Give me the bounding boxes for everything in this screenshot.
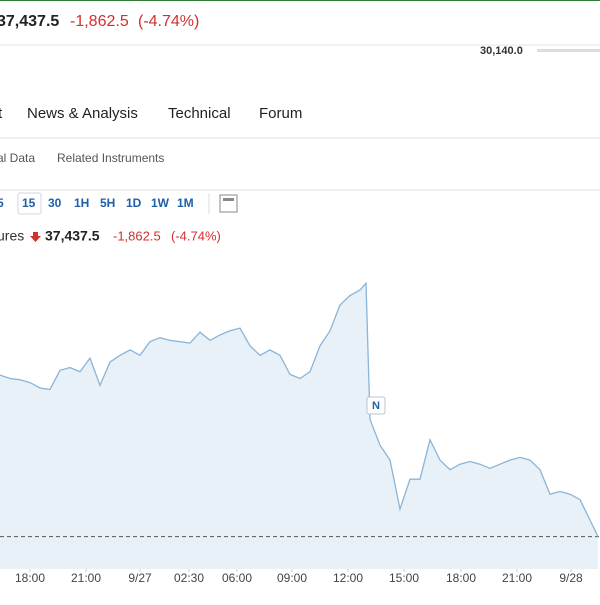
x-tick-label: 18:00 <box>446 571 476 585</box>
legend-price: 37,437.5 <box>45 228 100 244</box>
x-tick-label: 09:00 <box>277 571 307 585</box>
news-marker[interactable] <box>366 396 386 415</box>
nav-tab[interactable]: Forum <box>259 105 302 122</box>
x-tick-label: 06:00 <box>222 571 252 585</box>
legend-change-pct: (-4.74%) <box>171 228 221 243</box>
x-tick-label: 21:00 <box>71 571 101 585</box>
x-tick-label: 15:00 <box>389 571 419 585</box>
x-tick-label: 9/28 <box>559 571 583 585</box>
nav-tab[interactable]: t <box>0 105 3 122</box>
area <box>0 283 598 569</box>
price-line <box>0 281 599 537</box>
subnav-tab[interactable]: al Data <box>0 151 35 165</box>
interval-button[interactable]: 1D <box>126 196 142 210</box>
header-change: -1,862.5 <box>70 13 129 30</box>
legend-name: ures <box>0 228 24 244</box>
interval-button[interactable]: 30 <box>48 196 62 210</box>
legend-change: -1,862.5 <box>113 228 161 243</box>
interval-button[interactable]: 1H <box>74 196 89 210</box>
subnav-tab[interactable]: Related Instruments <box>57 151 164 165</box>
x-tick-label: 12:00 <box>333 571 363 585</box>
selected-interval-box <box>17 192 42 215</box>
interval-button[interactable]: 5H <box>100 196 115 210</box>
x-tick-label: 02:30 <box>174 571 204 585</box>
x-tick-label: 21:00 <box>502 571 532 585</box>
side-value: 30,140.0 <box>480 45 523 57</box>
side-bar <box>537 49 600 52</box>
nav-tab[interactable]: News & Analysis <box>27 105 138 122</box>
news-marker-label: N <box>372 400 380 412</box>
x-tick-label: 18:00 <box>15 571 45 585</box>
interval-button[interactable]: 1W <box>151 196 170 210</box>
plot: g.comN18:0021:009/2702:3006:0009:0012:00… <box>0 281 600 585</box>
down-arrow <box>30 232 41 242</box>
header-change-pct: (-4.74%) <box>138 13 199 30</box>
header-bar <box>0 0 600 45</box>
icon-detail <box>223 198 234 201</box>
nav-tab[interactable]: Technical <box>168 105 231 122</box>
chart-settings-icon[interactable] <box>219 194 238 213</box>
interval-button[interactable]: 1M <box>177 196 194 210</box>
x-tick-label: 9/27 <box>128 571 152 585</box>
interval-button[interactable]: 15 <box>22 196 36 210</box>
interval-button[interactable]: 5 <box>0 196 4 210</box>
header-price: 37,437.5 <box>0 13 59 30</box>
